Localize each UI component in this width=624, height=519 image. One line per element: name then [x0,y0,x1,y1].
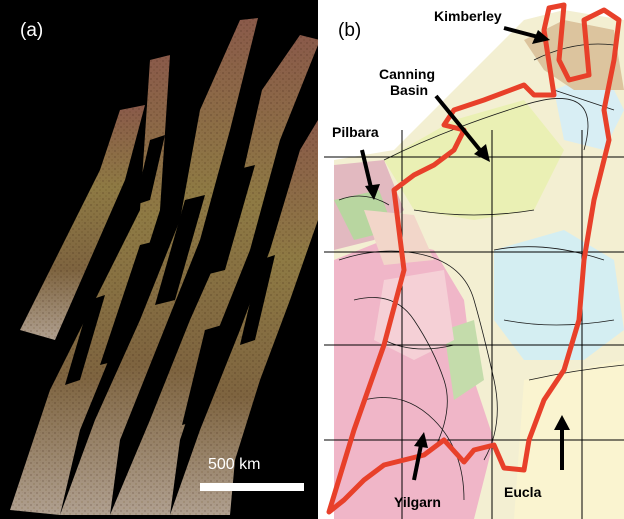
region-label-eucla: Eucla [504,484,542,500]
region-label-canning-basin: Canning Basin [379,66,435,98]
geology-units [334,10,624,519]
region-label-canning-line2: Basin [389,82,429,98]
geology-contours [338,43,624,501]
geology-map-image [324,2,624,519]
region-label-pilbara: Pilbara [332,124,379,140]
region-label-canning-line1: Canning [379,66,435,82]
region-label-yilgarn: Yilgarn [394,494,441,510]
panel-label-b: (b) [338,20,362,41]
study-area-outline [326,2,622,515]
map-grid [324,130,624,519]
scale-bar-label: 500 km [208,456,261,473]
region-label-kimberley: Kimberley [434,8,502,24]
satellite-mosaic-image [0,0,318,519]
satellite-mosaic-panel: (a) 500 km [0,0,318,519]
geology-map-panel: (b) Kimberley Canning Basin Pilbara Yilg… [324,0,624,519]
panel-label-a: (a) [20,20,44,41]
region-arrows [360,26,570,481]
scale-bar [200,483,304,491]
